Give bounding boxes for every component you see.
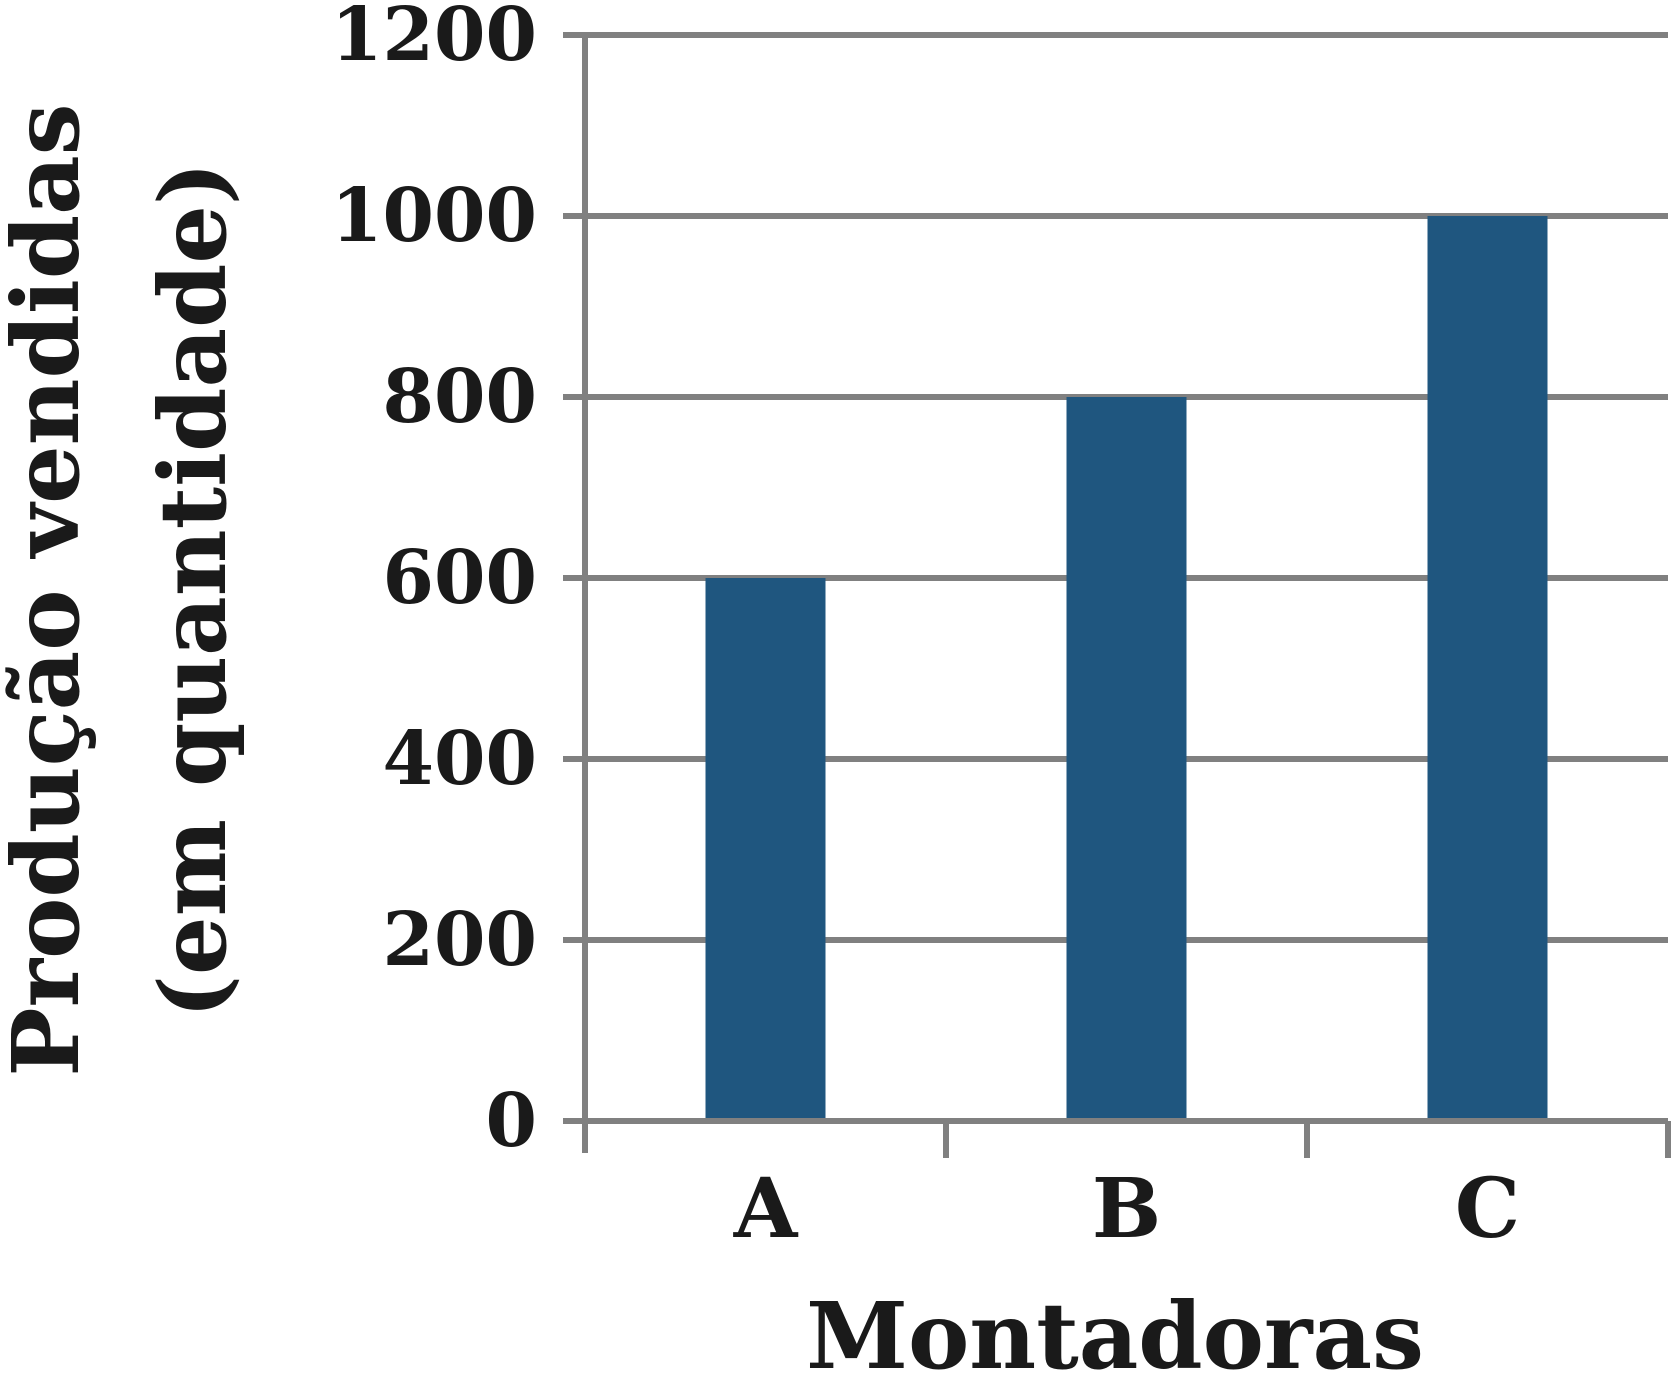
- y-tick-label-200: 200: [383, 897, 537, 983]
- y-axis-title-line-2: (em quantidade): [139, 162, 247, 1019]
- bar-B: [1066, 397, 1187, 1121]
- bar-A: [705, 578, 826, 1121]
- x-tick-label-A: A: [733, 1161, 799, 1257]
- y-tick-label-400: 400: [383, 716, 537, 802]
- x-tick-label-B: B: [1092, 1161, 1161, 1257]
- bars: [705, 216, 1548, 1121]
- y-tick-label-1200: 1200: [331, 0, 537, 78]
- y-tick-label-0: 0: [486, 1078, 538, 1164]
- x-tick-label-C: C: [1455, 1161, 1520, 1257]
- y-tick-label-800: 800: [383, 354, 537, 440]
- x-axis-title: Montadoras: [806, 1282, 1424, 1380]
- y-tick-label-600: 600: [383, 535, 537, 621]
- tick-labels: 0 200 400 600 800 1000 1200 A B C: [331, 0, 1520, 1257]
- y-axis-title-line-1: Produção vendidas: [0, 103, 100, 1076]
- bar-C: [1427, 216, 1548, 1121]
- axes: [563, 35, 1671, 1158]
- y-tick-label-1000: 1000: [331, 173, 537, 259]
